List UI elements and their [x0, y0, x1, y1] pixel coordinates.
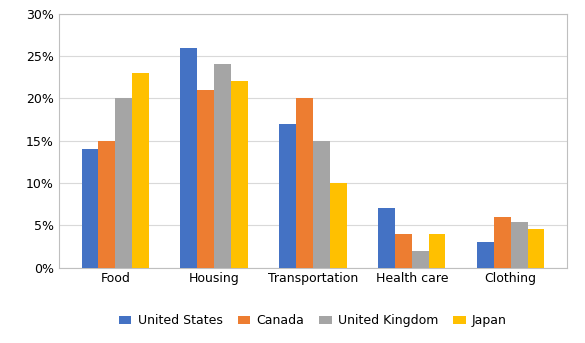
- Bar: [115, 98, 132, 268]
- Bar: [528, 229, 544, 268]
- Bar: [330, 183, 346, 268]
- Bar: [477, 242, 494, 268]
- Bar: [197, 90, 214, 268]
- Bar: [214, 64, 231, 268]
- Bar: [280, 124, 296, 268]
- Bar: [181, 48, 197, 268]
- Bar: [395, 234, 412, 268]
- Bar: [511, 222, 528, 268]
- Bar: [82, 149, 98, 268]
- Bar: [494, 217, 511, 268]
- Bar: [231, 81, 247, 268]
- Bar: [132, 73, 149, 268]
- Bar: [98, 141, 115, 268]
- Bar: [313, 141, 330, 268]
- Bar: [378, 208, 395, 268]
- Bar: [296, 98, 313, 268]
- Legend: United States, Canada, United Kingdom, Japan: United States, Canada, United Kingdom, J…: [119, 315, 507, 328]
- Bar: [412, 251, 429, 268]
- Bar: [429, 234, 445, 268]
